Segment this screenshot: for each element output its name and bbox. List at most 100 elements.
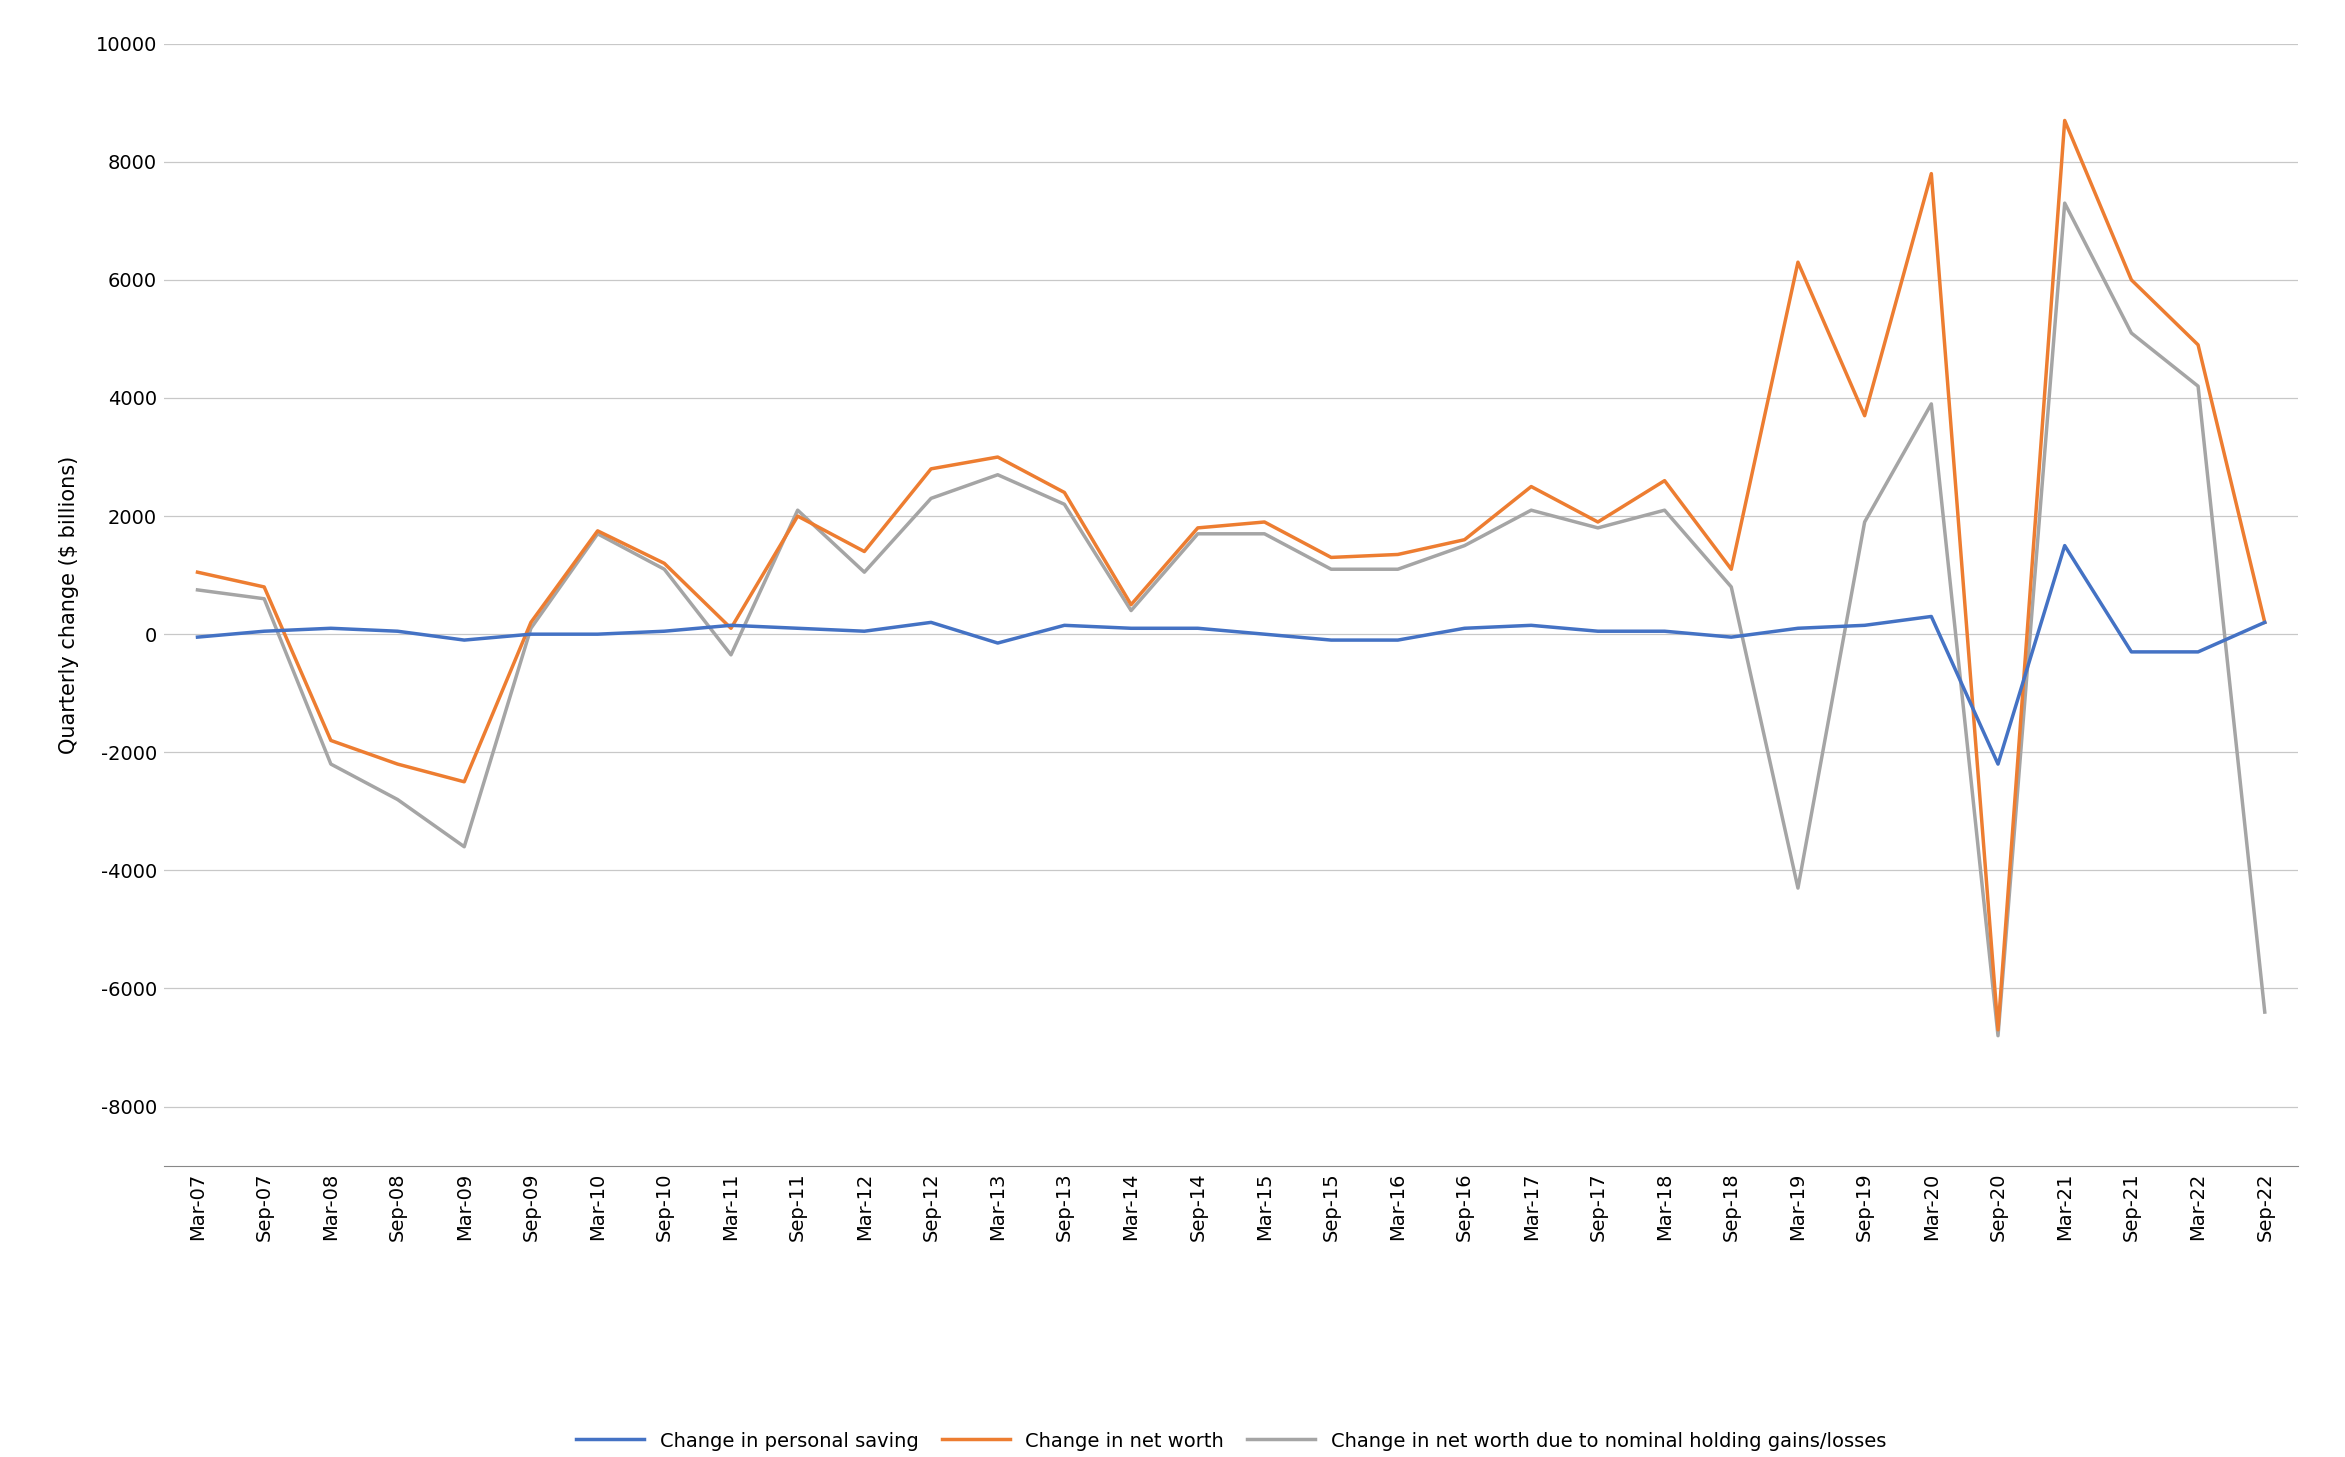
- Change in net worth: [1918, 165, 1946, 182]
- Change in personal saving: [2183, 643, 2211, 660]
- Change in net worth due to nominal holding gains/losses: [584, 525, 612, 542]
- Change in net worth due to nominal holding gains/losses: [1116, 602, 1144, 619]
- Change in net worth due to nominal holding gains/losses: [251, 590, 279, 608]
- Change in net worth due to nominal holding gains/losses: [1583, 519, 1611, 536]
- Change in net worth due to nominal holding gains/losses: [1651, 501, 1679, 519]
- Change in net worth due to nominal holding gains/losses: [1717, 578, 1745, 596]
- Change in net worth due to nominal holding gains/losses: [1250, 525, 1278, 542]
- Change in net worth: [1250, 513, 1278, 530]
- Change in personal saving: [183, 628, 211, 645]
- Change in personal saving: [1583, 622, 1611, 640]
- Change in net worth due to nominal holding gains/losses: [851, 564, 879, 581]
- Change in personal saving: [1051, 616, 1079, 634]
- Change in net worth due to nominal holding gains/losses: [1318, 561, 1346, 578]
- Change in net worth: [1051, 484, 1079, 501]
- Change in net worth: [2118, 271, 2146, 288]
- Change in personal saving: [783, 619, 811, 637]
- Change in net worth due to nominal holding gains/losses: [1785, 880, 1813, 898]
- Change in net worth: [1452, 530, 1480, 548]
- Line: Change in net worth: Change in net worth: [197, 121, 2265, 1030]
- Line: Change in net worth due to nominal holding gains/losses: Change in net worth due to nominal holdi…: [197, 203, 2265, 1036]
- Change in personal saving: [1717, 628, 1745, 645]
- Change in net worth due to nominal holding gains/losses: [385, 791, 413, 809]
- Change in net worth: [1517, 478, 1545, 495]
- Change in net worth: [983, 449, 1011, 466]
- Change in personal saving: [584, 625, 612, 643]
- Change in net worth due to nominal holding gains/losses: [650, 561, 678, 578]
- Change in personal saving: [1318, 631, 1346, 648]
- Change in personal saving: [1984, 755, 2012, 772]
- Change in net worth: [2251, 613, 2279, 631]
- Change in personal saving: [1250, 625, 1278, 643]
- Change in net worth: [1116, 596, 1144, 613]
- Change in net worth: [1184, 519, 1212, 536]
- Change in net worth: [450, 774, 478, 791]
- Change in net worth due to nominal holding gains/losses: [1918, 395, 1946, 412]
- Change in net worth due to nominal holding gains/losses: [2118, 325, 2146, 342]
- Line: Change in personal saving: Change in personal saving: [197, 545, 2265, 763]
- Change in personal saving: [317, 619, 345, 637]
- Change in personal saving: [1116, 619, 1144, 637]
- Change in personal saving: [1452, 619, 1480, 637]
- Change in personal saving: [1785, 619, 1813, 637]
- Change in net worth due to nominal holding gains/losses: [917, 490, 945, 507]
- Change in net worth due to nominal holding gains/losses: [317, 755, 345, 772]
- Change in net worth: [1318, 549, 1346, 567]
- Change in net worth: [584, 522, 612, 539]
- Change in net worth due to nominal holding gains/losses: [1517, 501, 1545, 519]
- Change in personal saving: [2050, 536, 2078, 554]
- Change in net worth: [1785, 254, 1813, 271]
- Change in personal saving: [1184, 619, 1212, 637]
- Change in personal saving: [385, 622, 413, 640]
- Change in personal saving: [1651, 622, 1679, 640]
- Change in net worth: [183, 564, 211, 581]
- Change in net worth due to nominal holding gains/losses: [2183, 377, 2211, 395]
- Change in net worth: [1651, 472, 1679, 490]
- Change in net worth due to nominal holding gains/losses: [1452, 536, 1480, 554]
- Change in net worth: [2050, 112, 2078, 130]
- Change in net worth: [251, 578, 279, 596]
- Change in net worth: [317, 731, 345, 749]
- Change in net worth due to nominal holding gains/losses: [2251, 1004, 2279, 1021]
- Change in net worth: [1850, 407, 1878, 424]
- Change in net worth due to nominal holding gains/losses: [783, 501, 811, 519]
- Change in net worth due to nominal holding gains/losses: [718, 645, 746, 663]
- Change in net worth due to nominal holding gains/losses: [516, 619, 544, 637]
- Change in net worth due to nominal holding gains/losses: [1051, 495, 1079, 513]
- Change in personal saving: [251, 622, 279, 640]
- Change in personal saving: [2251, 613, 2279, 631]
- Change in net worth: [851, 543, 879, 561]
- Change in personal saving: [650, 622, 678, 640]
- Legend: Change in personal saving, Change in net worth, Change in net worth due to nomin: Change in personal saving, Change in net…: [567, 1423, 1895, 1457]
- Change in net worth: [783, 507, 811, 525]
- Change in net worth due to nominal holding gains/losses: [983, 466, 1011, 484]
- Change in net worth: [1717, 561, 1745, 578]
- Change in net worth due to nominal holding gains/losses: [183, 581, 211, 599]
- Change in net worth: [917, 460, 945, 478]
- Change in personal saving: [450, 631, 478, 648]
- Change in personal saving: [516, 625, 544, 643]
- Change in net worth: [1583, 513, 1611, 530]
- Change in personal saving: [1918, 608, 1946, 625]
- Change in net worth due to nominal holding gains/losses: [2050, 194, 2078, 211]
- Change in personal saving: [718, 616, 746, 634]
- Change in net worth: [385, 755, 413, 772]
- Y-axis label: Quarterly change ($ billions): Quarterly change ($ billions): [59, 456, 80, 753]
- Change in net worth due to nominal holding gains/losses: [1184, 525, 1212, 542]
- Change in net worth: [650, 555, 678, 573]
- Change in personal saving: [1384, 631, 1412, 648]
- Change in net worth due to nominal holding gains/losses: [1850, 513, 1878, 530]
- Change in net worth due to nominal holding gains/losses: [1384, 561, 1412, 578]
- Change in personal saving: [851, 622, 879, 640]
- Change in personal saving: [917, 613, 945, 631]
- Change in net worth: [1384, 546, 1412, 564]
- Change in personal saving: [1850, 616, 1878, 634]
- Change in net worth: [516, 613, 544, 631]
- Change in net worth due to nominal holding gains/losses: [450, 838, 478, 855]
- Change in net worth: [2183, 337, 2211, 354]
- Change in personal saving: [983, 634, 1011, 651]
- Change in net worth due to nominal holding gains/losses: [1984, 1027, 2012, 1045]
- Change in personal saving: [1517, 616, 1545, 634]
- Change in net worth: [1984, 1021, 2012, 1039]
- Change in net worth: [718, 619, 746, 637]
